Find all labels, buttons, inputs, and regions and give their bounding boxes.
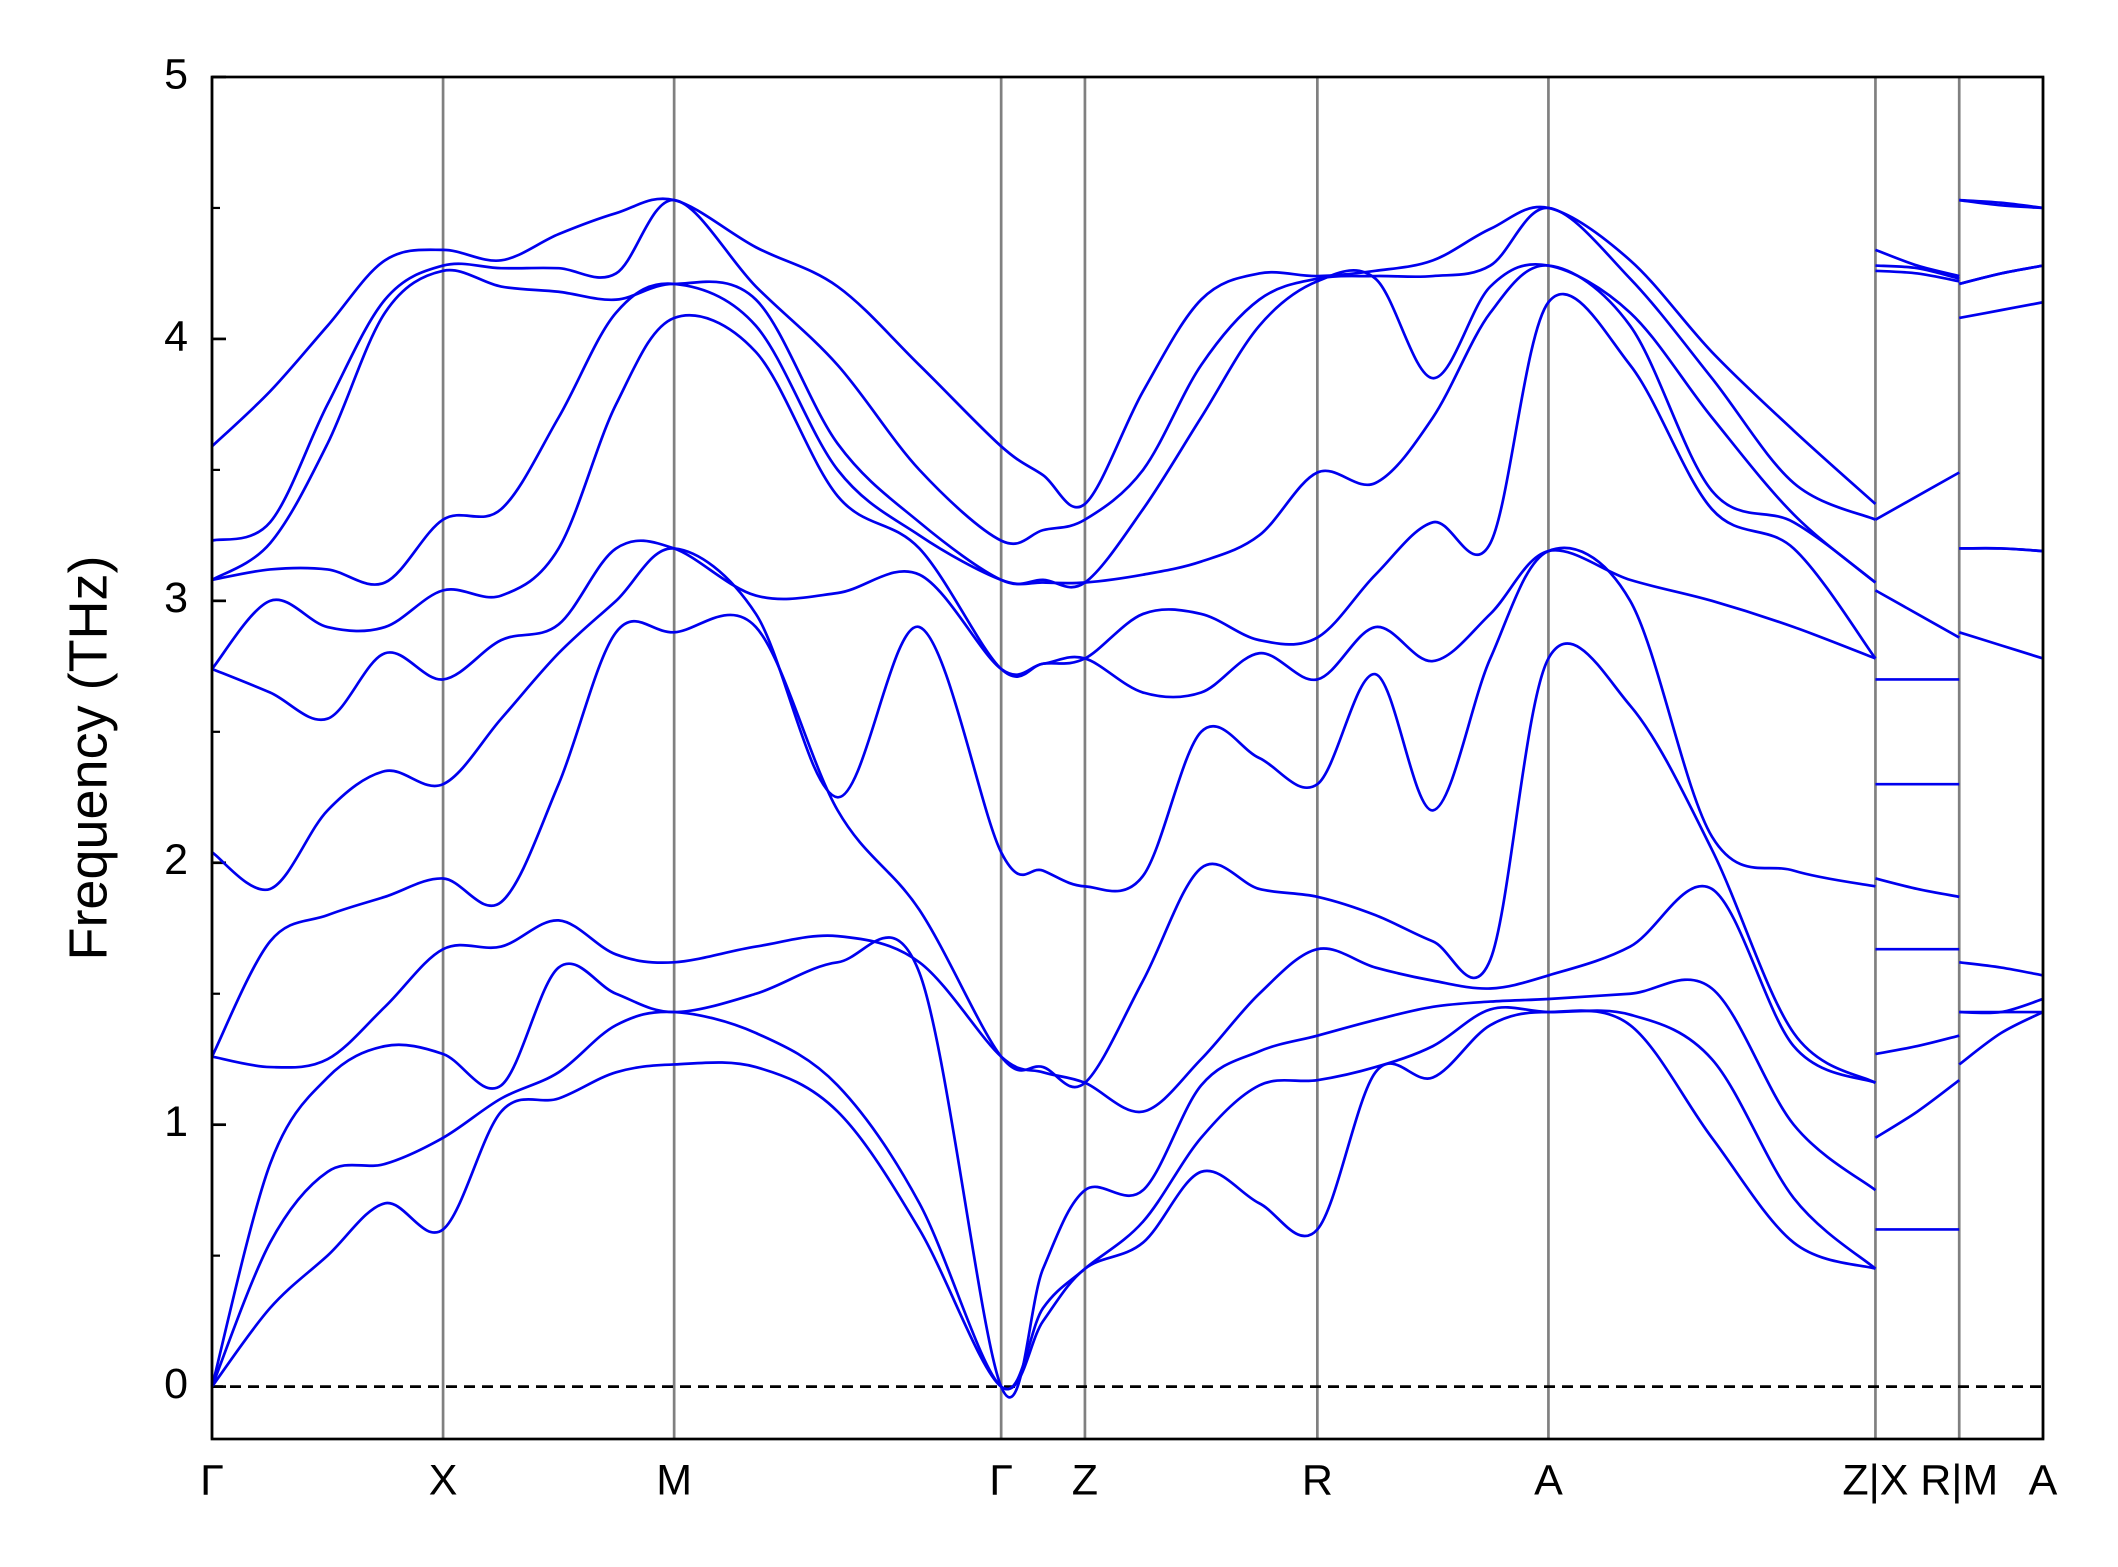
band-line [210,1009,2044,1391]
y-tick-label: 1 [164,1098,188,1146]
x-tick-label: Z [1072,1456,1098,1504]
band-line [210,613,2044,1089]
plot-frame [210,75,2045,1441]
x-tick-label: A [2029,1456,2058,1504]
x-tick-label: A [1534,1456,1563,1504]
y-axis-label: Frequency (THz) [58,555,118,960]
x-tick-label: Z|X [1842,1456,1908,1504]
x-tick-label: R|M [1920,1456,1998,1504]
y-tick-label: 4 [164,312,188,360]
band-line [210,1005,2043,1391]
y-tick-label: 2 [164,836,188,884]
band-line [211,884,2044,1114]
x-tick-label: X [429,1456,458,1504]
x-tick-label: R [1302,1456,1333,1504]
y-tick-label: 0 [164,1360,188,1408]
x-tick-label: Γ [200,1456,224,1504]
band-line [211,198,2044,546]
band-line [210,293,2044,678]
band-line [211,197,2044,509]
x-tick-label: M [656,1456,692,1504]
band-line [211,546,2044,893]
x-tick-label: Γ [989,1456,1013,1504]
y-tick-label: 5 [164,50,188,98]
y-tick-label: 3 [164,574,188,622]
band-line [211,262,2044,589]
band-line [210,936,2044,1399]
band-line [211,539,2044,722]
